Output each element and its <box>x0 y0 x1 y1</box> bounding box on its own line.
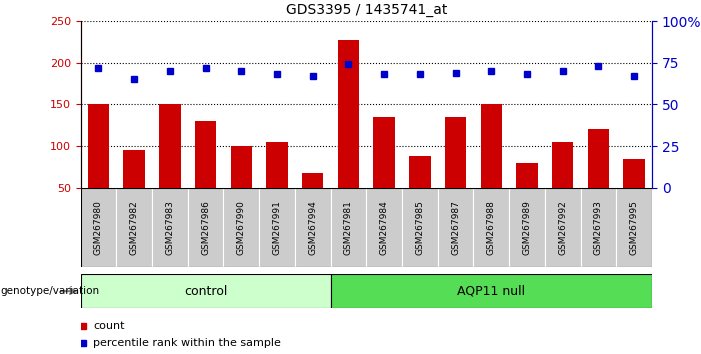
Text: GSM267986: GSM267986 <box>201 200 210 255</box>
Bar <box>374 117 395 188</box>
Text: count: count <box>93 321 125 331</box>
Bar <box>402 188 437 267</box>
Bar <box>338 40 359 188</box>
Bar <box>116 188 152 267</box>
Text: AQP11 null: AQP11 null <box>457 285 525 298</box>
Bar <box>587 130 609 188</box>
Text: GSM267991: GSM267991 <box>273 200 282 255</box>
Bar <box>545 188 580 267</box>
Bar <box>367 188 402 267</box>
Bar <box>616 188 652 267</box>
Text: GSM267990: GSM267990 <box>237 200 246 255</box>
Bar <box>159 104 181 188</box>
Text: GSM267987: GSM267987 <box>451 200 460 255</box>
Bar <box>473 188 509 267</box>
Text: genotype/variation: genotype/variation <box>1 286 100 296</box>
Bar <box>580 188 616 267</box>
Bar <box>224 188 259 267</box>
Title: GDS3395 / 1435741_at: GDS3395 / 1435741_at <box>285 4 447 17</box>
Text: percentile rank within the sample: percentile rank within the sample <box>93 338 281 348</box>
Bar <box>481 104 502 188</box>
Text: GSM267992: GSM267992 <box>558 200 567 255</box>
Bar <box>509 188 545 267</box>
Text: GSM267982: GSM267982 <box>130 200 139 255</box>
Bar <box>81 274 331 308</box>
Bar <box>152 188 188 267</box>
Bar <box>331 188 367 267</box>
Text: control: control <box>184 285 227 298</box>
Bar <box>295 188 331 267</box>
Text: GSM267994: GSM267994 <box>308 200 318 255</box>
Text: GSM267988: GSM267988 <box>486 200 496 255</box>
Bar <box>123 150 145 188</box>
Bar <box>623 159 645 188</box>
Bar <box>516 163 538 188</box>
Bar <box>437 188 473 267</box>
Text: GSM267993: GSM267993 <box>594 200 603 255</box>
Bar <box>259 188 295 267</box>
Bar <box>188 188 224 267</box>
Bar <box>231 146 252 188</box>
Bar <box>195 121 217 188</box>
Text: GSM267983: GSM267983 <box>165 200 175 255</box>
Bar <box>331 274 652 308</box>
Bar <box>552 142 573 188</box>
Bar <box>81 188 116 267</box>
Bar <box>88 104 109 188</box>
Bar <box>409 156 430 188</box>
Text: GSM267981: GSM267981 <box>344 200 353 255</box>
Text: GSM267989: GSM267989 <box>522 200 531 255</box>
Bar <box>445 117 466 188</box>
Text: GSM267980: GSM267980 <box>94 200 103 255</box>
Text: GSM267995: GSM267995 <box>629 200 639 255</box>
Text: GSM267985: GSM267985 <box>415 200 424 255</box>
Text: GSM267984: GSM267984 <box>380 200 388 255</box>
Bar <box>266 142 287 188</box>
Bar <box>302 173 323 188</box>
